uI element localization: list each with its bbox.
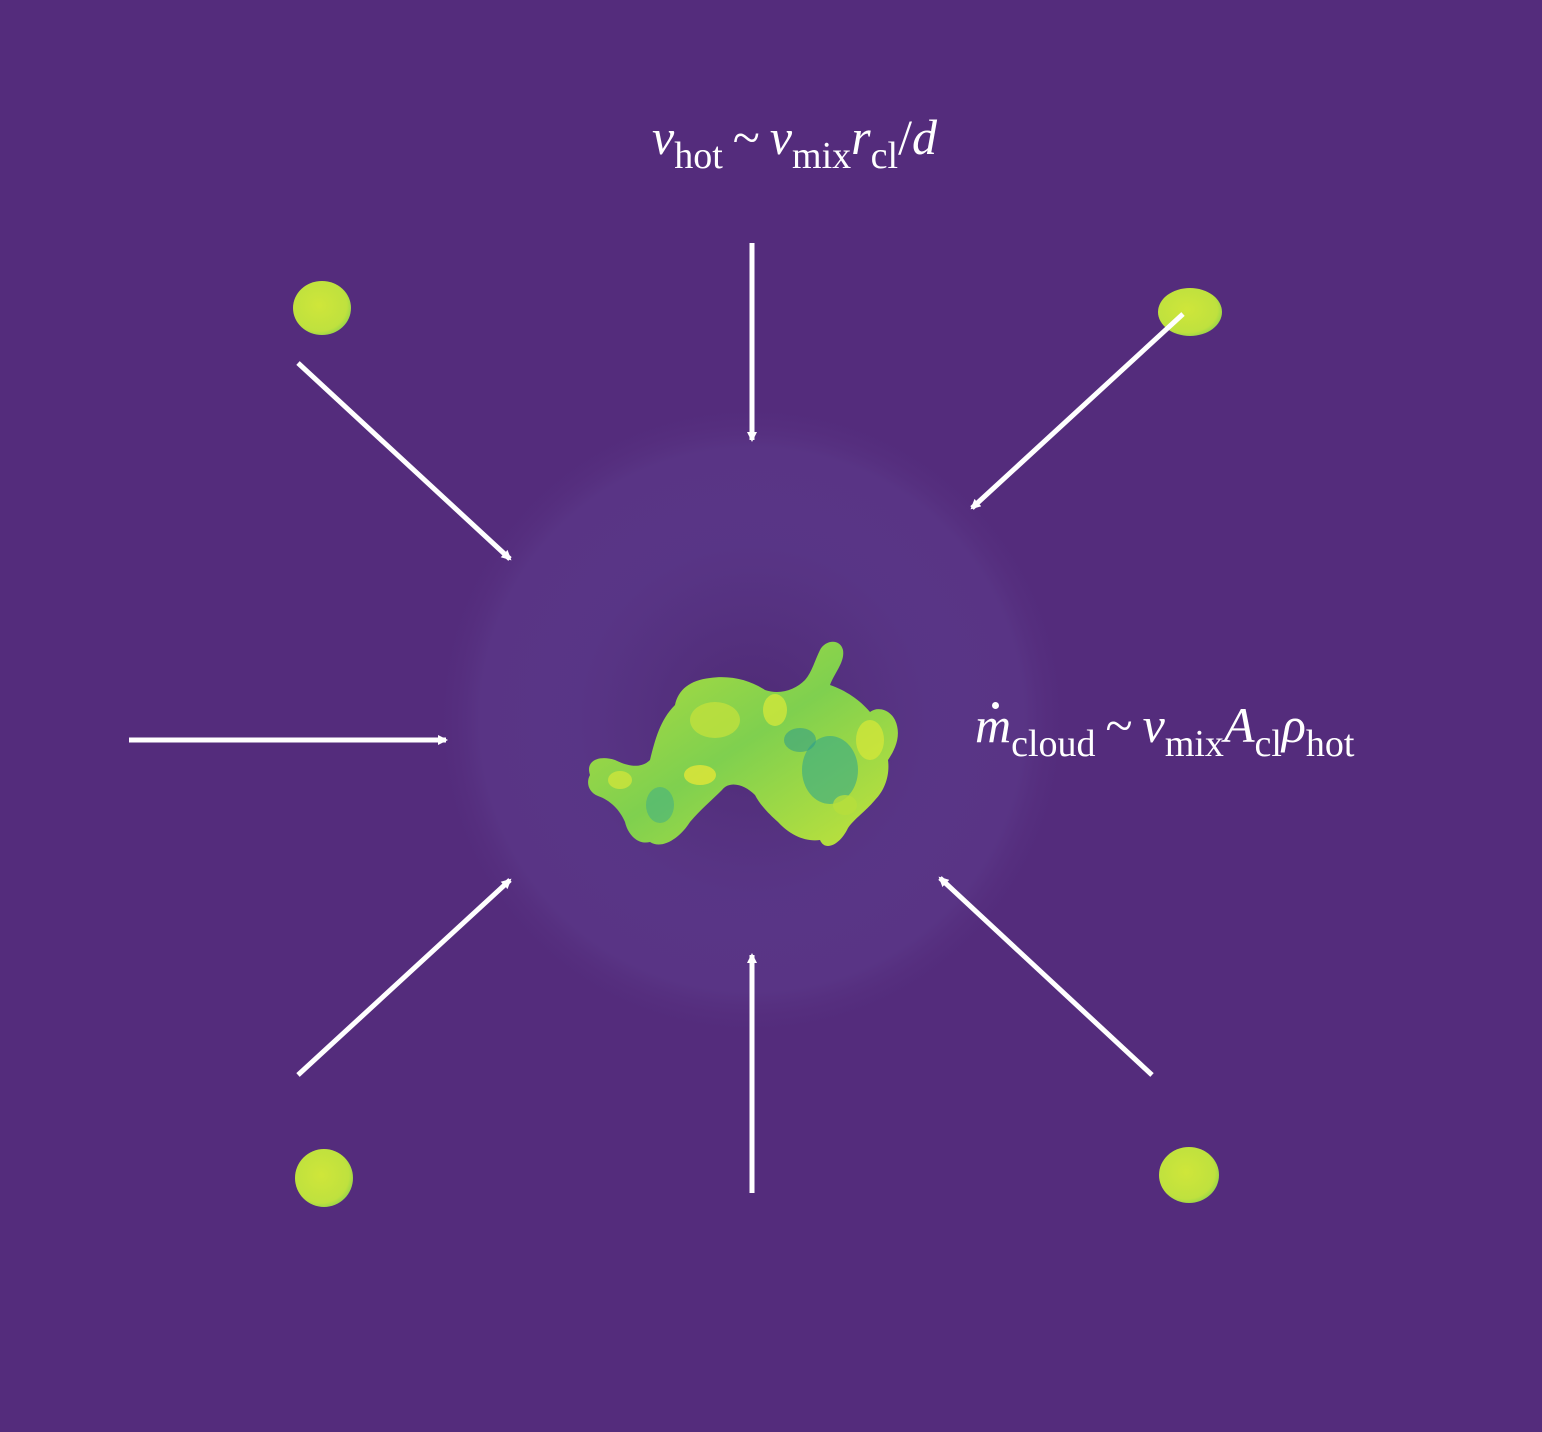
mass-growth-equation: mcloud ~ vmixAclρhot	[975, 697, 1355, 765]
arrow-top-right	[970, 312, 1185, 510]
arrow-bottom-right	[938, 876, 1154, 1077]
cloudlet-bottom-right	[1159, 1147, 1219, 1203]
inflow-arrows	[129, 243, 1185, 1193]
central-cloud	[588, 641, 898, 847]
arrow-top-left	[296, 361, 512, 561]
inflow-velocity-equation: vhot ~ vmixrcl/d	[652, 109, 937, 177]
arrow-bottom-left	[296, 878, 512, 1077]
cloudlet-top-left	[293, 281, 351, 335]
cloudlet-bottom-left	[295, 1149, 353, 1207]
